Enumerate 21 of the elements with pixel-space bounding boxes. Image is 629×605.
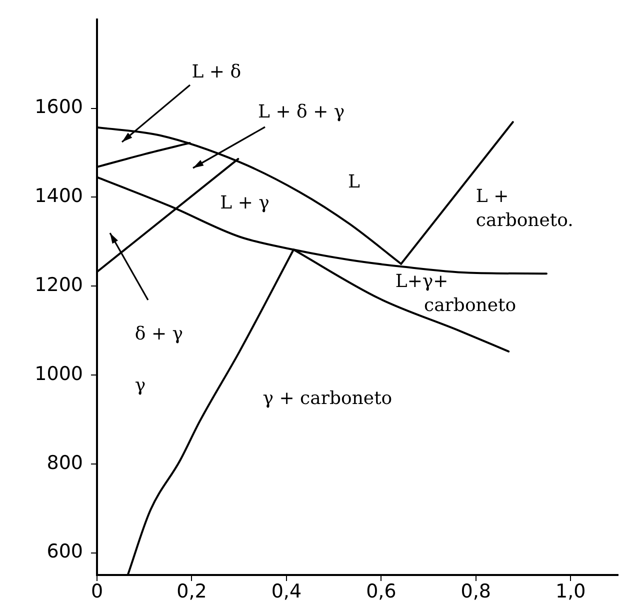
annotation: L + δ + γ	[258, 101, 345, 122]
y-tick-label: 1600	[34, 96, 83, 118]
y-tick-label: 1200	[34, 274, 83, 296]
annotation: δ + γ	[134, 324, 184, 345]
y-tick-label: 1000	[34, 362, 83, 385]
x-tick-label: 0,8	[460, 580, 492, 602]
annotation: L + carboneto.	[476, 186, 574, 231]
annotation: γ	[134, 374, 146, 396]
annotation: L + δ	[192, 61, 242, 82]
x-tick-label: 0,4	[271, 580, 302, 602]
y-tick-label: 600	[46, 540, 83, 563]
annotation: γ + carboneto	[262, 388, 392, 410]
annotation: L + γ	[220, 192, 270, 214]
annotation: L	[348, 172, 360, 193]
annotation: L+γ+ carboneto	[395, 271, 516, 316]
x-tick-label: 0,2	[176, 580, 207, 602]
x-tick-label: 0,6	[366, 580, 396, 602]
x-tick-label: 1,0	[556, 580, 586, 602]
y-tick-label: 800	[46, 452, 83, 474]
x-tick-label: 0	[90, 580, 104, 602]
y-tick-label: 1400	[34, 185, 83, 208]
